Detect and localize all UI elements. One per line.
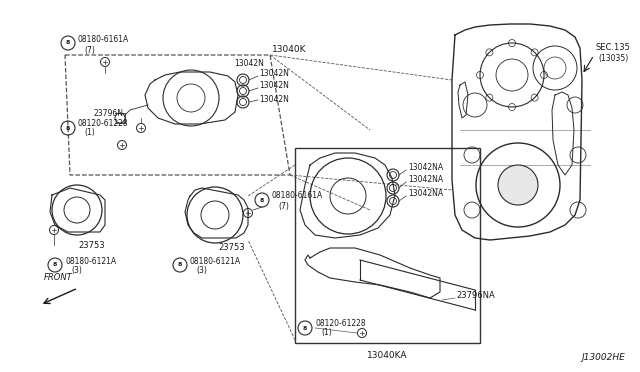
Text: 8: 8 — [66, 41, 70, 45]
Text: 08180-6121A: 08180-6121A — [190, 257, 241, 266]
Text: (3): (3) — [71, 266, 82, 276]
Text: (13035): (13035) — [598, 54, 628, 62]
Text: 08180-6161A: 08180-6161A — [78, 35, 129, 45]
Text: FRONT: FRONT — [44, 273, 72, 282]
Text: 23753: 23753 — [78, 241, 104, 250]
Text: 08120-61228: 08120-61228 — [78, 119, 129, 128]
Text: 13040KA: 13040KA — [367, 352, 408, 360]
Text: 23796N: 23796N — [93, 109, 123, 118]
Text: SEC.135: SEC.135 — [595, 44, 630, 52]
Text: (7): (7) — [278, 202, 289, 211]
Text: 8: 8 — [178, 263, 182, 267]
Text: 13042N: 13042N — [259, 68, 289, 77]
Text: 08180-6121A: 08180-6121A — [65, 257, 116, 266]
Text: J13002HE: J13002HE — [581, 353, 625, 362]
Text: 08120-61228: 08120-61228 — [315, 318, 365, 327]
Text: 13042NA: 13042NA — [408, 189, 443, 198]
Text: 8: 8 — [260, 198, 264, 202]
Text: 8: 8 — [66, 125, 70, 131]
Bar — [295, 148, 480, 343]
Text: 8: 8 — [53, 263, 57, 267]
Text: (7): (7) — [84, 45, 95, 55]
Text: (3): (3) — [196, 266, 207, 276]
Text: 13042NA: 13042NA — [408, 176, 443, 185]
Text: 13042N: 13042N — [234, 58, 264, 67]
Text: 13042N: 13042N — [259, 94, 289, 103]
Text: 8: 8 — [303, 326, 307, 330]
Text: (1): (1) — [321, 328, 332, 337]
Text: 13042N: 13042N — [259, 81, 289, 90]
Circle shape — [498, 165, 538, 205]
Text: 13040K: 13040K — [272, 45, 307, 55]
Text: 23753: 23753 — [218, 243, 244, 251]
Text: 13042NA: 13042NA — [408, 163, 443, 171]
Text: 08180-6161A: 08180-6161A — [272, 192, 323, 201]
Text: (1): (1) — [84, 128, 95, 138]
Text: 23796NA: 23796NA — [456, 291, 495, 299]
